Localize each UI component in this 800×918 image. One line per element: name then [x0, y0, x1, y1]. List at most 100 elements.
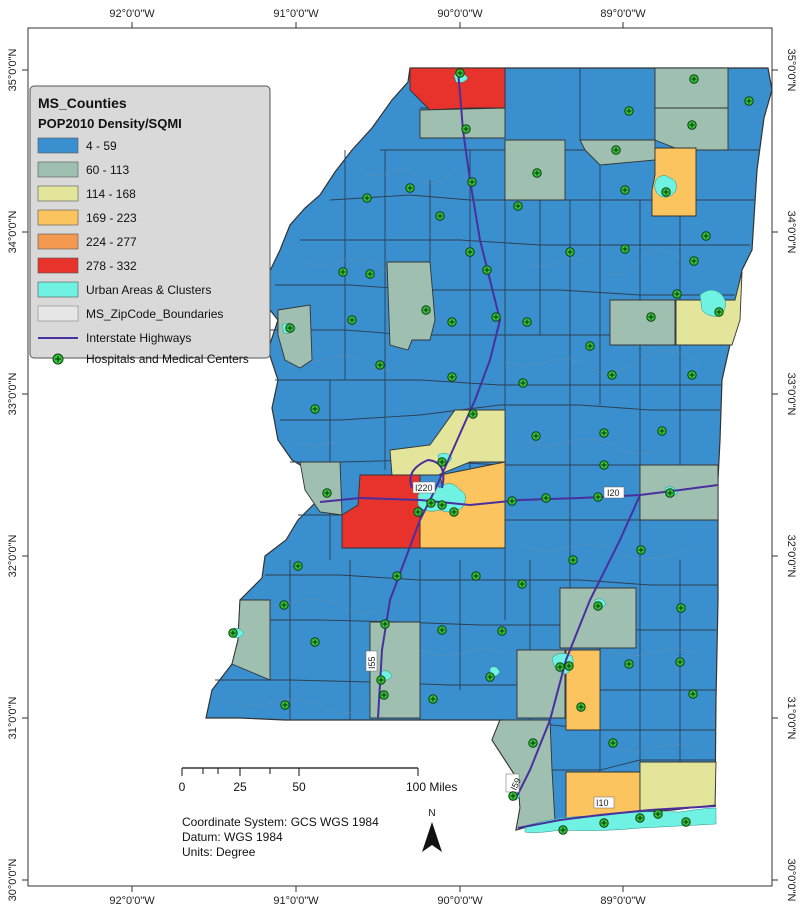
- hospital-marker: [365, 269, 375, 279]
- hospital-marker: [675, 657, 685, 667]
- shield-i55: I55: [367, 656, 377, 669]
- legend-subtitle: POP2010 Density/SQMI: [38, 116, 182, 131]
- hospital-marker: [665, 488, 675, 498]
- hospital-marker: [322, 488, 332, 498]
- legend-swatch-class-6: [37, 257, 79, 274]
- legend-label-urban: Urban Areas & Clusters: [86, 283, 211, 297]
- hospital-marker: [558, 825, 568, 835]
- hospital-marker: [635, 813, 645, 823]
- hospital-marker: [507, 496, 517, 506]
- legend-label-class-2: 60 - 113: [86, 163, 129, 177]
- hospital-marker: [607, 370, 617, 380]
- hospital-marker: [485, 672, 495, 682]
- hospital-marker: [482, 265, 492, 275]
- hospital-marker: [687, 370, 697, 380]
- hospital-marker: [636, 545, 646, 555]
- hospital-marker: [599, 818, 609, 828]
- hospital-marker: [714, 307, 724, 317]
- scale-tick-50: 50: [292, 780, 306, 794]
- shield-i59: I59: [509, 776, 523, 792]
- hospital-marker: [593, 601, 603, 611]
- left-lat-label-30: 30°0'0"N: [7, 859, 19, 902]
- legend-swatch-zipcode: [37, 305, 79, 322]
- hospital-marker: [555, 662, 565, 672]
- hospital-marker: [497, 626, 507, 636]
- hospital-marker: [531, 431, 541, 441]
- hospital-marker: [681, 817, 691, 827]
- hospital-marker: [541, 493, 551, 503]
- county-madison: [389, 409, 506, 476]
- county-forrest: [565, 649, 601, 731]
- bottom-lon-label-91: 91°0'0"W: [273, 895, 319, 907]
- hospital-marker: [565, 247, 575, 257]
- hospital-marker: [467, 177, 477, 187]
- legend-label-hospital: Hospitals and Medical Centers: [86, 352, 249, 366]
- north-arrow-icon: [422, 822, 442, 852]
- hospital-marker: [379, 690, 389, 700]
- hospital-marker: [624, 659, 634, 669]
- county-marshall-north: [654, 67, 729, 109]
- hospital-marker: [338, 267, 348, 277]
- hospital-marker: [426, 498, 436, 508]
- hospital-marker: [701, 231, 711, 241]
- top-lon-label-90: 90°0'0"W: [437, 8, 483, 20]
- hospital-marker: [646, 312, 656, 322]
- left-lat-label-31: 31°0'0"N: [7, 697, 19, 740]
- hospital-marker: [689, 256, 699, 266]
- north-label: N: [428, 808, 435, 819]
- hospital-marker: [347, 315, 357, 325]
- hospital-marker: [611, 145, 621, 155]
- hospital-marker: [661, 187, 671, 197]
- north-arrow: N: [422, 808, 442, 852]
- hospital-marker: [421, 305, 431, 315]
- county-washington: [277, 304, 313, 369]
- hospital-marker: [375, 360, 385, 370]
- top-lon-label-92: 92°0'0"W: [109, 8, 155, 20]
- legend-label-class-6: 278 - 332: [86, 259, 137, 273]
- legend-swatch-class-1: [37, 137, 79, 154]
- hospital-marker: [362, 193, 372, 203]
- bottom-lon-label-89: 89°0'0"W: [600, 895, 646, 907]
- legend-box: [29, 85, 271, 359]
- hospital-marker: [293, 561, 303, 571]
- county-hinds: [341, 474, 421, 549]
- legend: MS_Counties POP2010 Density/SQMI 4 - 59 …: [29, 85, 271, 366]
- hospital-marker: [437, 625, 447, 635]
- hospital-marker: [744, 96, 754, 106]
- hospital-marker: [455, 68, 465, 78]
- right-lat-label-32: 32°0'0"N: [785, 535, 797, 578]
- hospital-marker: [513, 201, 523, 211]
- left-lat-label-35: 35°0'0"N: [7, 49, 19, 92]
- hospital-marker: [657, 426, 667, 436]
- hospital-marker: [437, 500, 447, 510]
- hospital-marker: [689, 74, 699, 84]
- hospital-marker: [599, 428, 609, 438]
- county-lauderdale: [639, 464, 719, 521]
- left-lat-label-33: 33°0'0"N: [7, 373, 19, 416]
- left-lat-label-32: 32°0'0"N: [7, 535, 19, 578]
- hospital-marker: [376, 675, 386, 685]
- hospital-marker: [687, 120, 697, 130]
- interstate-highways: [319, 69, 719, 829]
- hospital-marker: [285, 323, 295, 333]
- hospital-marker: [392, 571, 402, 581]
- hospital-marker: [435, 211, 445, 221]
- right-lat-label-35: 35°0'0"N: [785, 49, 797, 92]
- shield-i10: I10: [596, 798, 609, 808]
- right-lat-label-30: 30°0'0"N: [785, 859, 797, 902]
- scale-tick-25: 25: [233, 780, 247, 794]
- county-bolivar-wash: [386, 261, 436, 351]
- right-lat-label-33: 33°0'0"N: [785, 373, 797, 416]
- legend-swatch-urban: [37, 281, 79, 298]
- hospital-marker: [447, 317, 457, 327]
- highway-shields: I220 I20 I55 I59 I10: [365, 481, 625, 809]
- legend-label-class-1: 4 - 59: [86, 139, 117, 153]
- legend-label-class-3: 114 - 168: [86, 187, 136, 201]
- hospital-marker: [518, 378, 528, 388]
- hospital-marker: [576, 702, 586, 712]
- top-lon-label-91: 91°0'0"W: [273, 8, 319, 20]
- hospitals: [228, 68, 754, 835]
- legend-label-zipcode: MS_ZipCode_Boundaries: [86, 307, 223, 321]
